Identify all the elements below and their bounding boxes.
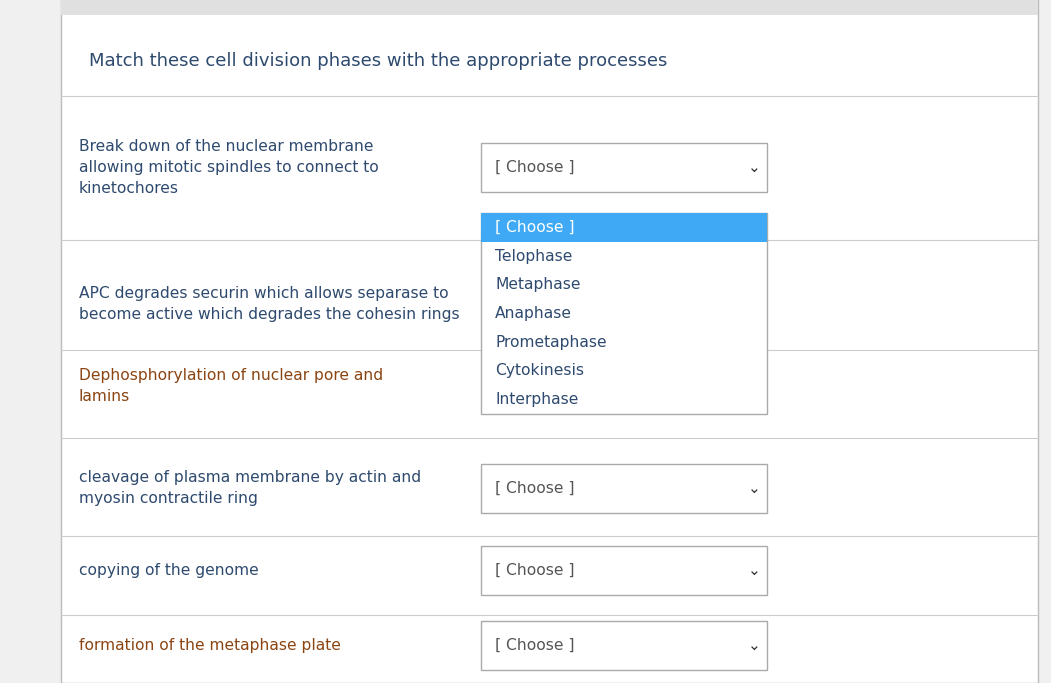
Text: ⌄: ⌄: [748, 563, 761, 578]
Text: Telophase: Telophase: [495, 249, 573, 264]
Text: Anaphase: Anaphase: [495, 306, 572, 321]
Text: Cytokinesis: Cytokinesis: [495, 363, 584, 378]
Bar: [481, 464, 767, 513]
Bar: [481, 143, 767, 192]
Text: APC degrades securin which allows separase to
become active which degrades the c: APC degrades securin which allows separa…: [79, 286, 459, 322]
Text: [ Choose ]: [ Choose ]: [495, 160, 575, 175]
Text: ⌄: ⌄: [748, 638, 761, 653]
Text: copying of the genome: copying of the genome: [79, 563, 259, 578]
Text: Dephosphorylation of nuclear pore and
lamins: Dephosphorylation of nuclear pore and la…: [79, 368, 383, 404]
Text: cleavage of plasma membrane by actin and
myosin contractile ring: cleavage of plasma membrane by actin and…: [79, 471, 421, 506]
Text: Interphase: Interphase: [495, 392, 578, 407]
Text: ⌄: ⌄: [748, 160, 761, 175]
Text: ⌄: ⌄: [748, 481, 761, 496]
Bar: [481, 213, 767, 242]
Text: Match these cell division phases with the appropriate processes: Match these cell division phases with th…: [89, 53, 667, 70]
Text: formation of the metaphase plate: formation of the metaphase plate: [79, 638, 341, 653]
Bar: [481, 546, 767, 595]
Bar: [61, 0, 1038, 15]
Text: [ Choose ]: [ Choose ]: [495, 638, 575, 653]
Text: [ Choose ]: [ Choose ]: [495, 220, 575, 235]
Text: [ Choose ]: [ Choose ]: [495, 481, 575, 496]
Text: [ Choose ]: [ Choose ]: [495, 563, 575, 578]
Bar: [481, 213, 767, 414]
Text: Prometaphase: Prometaphase: [495, 335, 606, 350]
Bar: [481, 621, 767, 670]
Text: Metaphase: Metaphase: [495, 277, 580, 292]
Text: Break down of the nuclear membrane
allowing mitotic spindles to connect to
kinet: Break down of the nuclear membrane allow…: [79, 139, 378, 196]
